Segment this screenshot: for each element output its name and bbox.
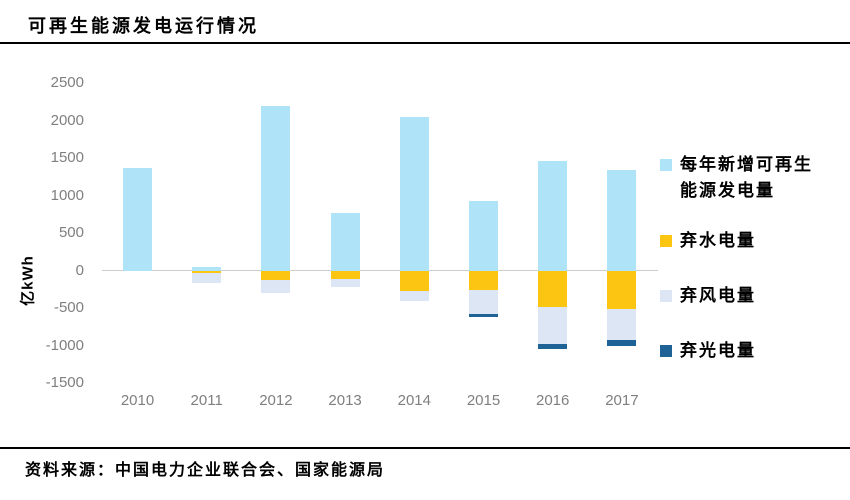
legend-swatch-hydro-curtailment <box>660 235 672 247</box>
source-text: 资料来源：中国电力企业联合会、国家能源局 <box>25 462 386 479</box>
bar-segment-annual-new-renewable-generation <box>607 170 637 271</box>
zero-axis-line <box>102 270 658 271</box>
bar-segment-hydro-curtailment <box>399 270 429 292</box>
bar-segment-wind-curtailment <box>330 279 360 288</box>
bar-segment-solar-curtailment <box>607 340 637 346</box>
bar-segment-wind-curtailment <box>261 279 291 294</box>
bar-segment-hydro-curtailment <box>192 270 222 274</box>
header: 可再生能源发电运行情况 <box>0 0 850 44</box>
legend-swatch-wind-curtailment <box>660 290 672 302</box>
y-axis-tick: 0 <box>75 261 84 279</box>
x-axis-tick: 2010 <box>120 392 155 409</box>
bar-segment-annual-new-renewable-generation <box>538 161 568 271</box>
bar-segment-wind-curtailment <box>192 273 222 283</box>
bar-segment-wind-curtailment <box>538 307 568 344</box>
legend-item-hydro-curtailment: 弃水电量 <box>660 228 830 254</box>
y-axis-tick: -1500 <box>45 374 84 391</box>
x-axis-tick: 2011 <box>190 392 223 409</box>
bar-segment-hydro-curtailment <box>607 270 637 310</box>
plot-area: 亿kWh 2500 2000 1500 1000 500 0 -500 -1000 -1500 2… <box>0 60 850 435</box>
bar-segment-annual-new-renewable-generation <box>261 105 291 271</box>
y-axis-tick: -1000 <box>45 336 84 354</box>
legend-label: 弃光电量 <box>680 341 756 360</box>
legend-label: 弃水电量 <box>680 231 756 250</box>
legend-swatch-annual-new-renewable-generation <box>660 159 672 171</box>
bar-segment-wind-curtailment <box>469 290 498 314</box>
x-axis-tick: 2013 <box>328 392 362 409</box>
legend-item-annual-new-renewable-generation: 每年新增可再生能源发电量 <box>660 152 830 204</box>
legend-label: 弃风电量 <box>680 286 756 305</box>
legend-item-solar-curtailment: 弃光电量 <box>660 338 830 364</box>
y-axis-tick: 500 <box>58 224 84 241</box>
x-axis-tick: 2015 <box>466 392 501 409</box>
x-axis-tick: 2012 <box>259 392 293 409</box>
bar-segment-annual-new-renewable-generation <box>123 167 152 271</box>
footer-divider <box>0 447 850 449</box>
y-axis-tick: -500 <box>53 299 84 316</box>
bar-segment-solar-curtailment <box>469 313 498 318</box>
bar-segment-hydro-curtailment <box>538 270 568 308</box>
bar-segment-annual-new-renewable-generation <box>330 212 360 271</box>
y-axis-tick: 1500 <box>50 149 84 166</box>
bar-segment-hydro-curtailment <box>330 270 360 280</box>
bar-segment-wind-curtailment <box>399 291 429 301</box>
y-axis-tick: 1000 <box>50 186 84 204</box>
bar-segment-annual-new-renewable-generation <box>399 116 429 271</box>
page-title: 可再生能源发电运行情况 <box>28 16 259 36</box>
x-axis-tick: 2016 <box>536 392 570 409</box>
y-axis-tick: 2500 <box>50 74 84 91</box>
y-axis-tick: 2000 <box>50 111 84 129</box>
x-axis-tick: 2017 <box>605 392 639 409</box>
bar-segment-hydro-curtailment <box>469 270 498 291</box>
bar-segment-annual-new-renewable-generation <box>192 266 222 271</box>
bar-segment-hydro-curtailment <box>261 270 291 280</box>
legend-item-wind-curtailment: 弃风电量 <box>660 283 830 309</box>
legend-swatch-solar-curtailment <box>660 345 672 357</box>
x-axis-tick: 2014 <box>397 392 431 409</box>
legend-label: 每年新增可再生能源发电量 <box>680 155 813 200</box>
bar-segment-solar-curtailment <box>538 343 568 350</box>
bar-segment-wind-curtailment <box>607 309 637 341</box>
bar-segment-annual-new-renewable-generation <box>469 200 498 271</box>
